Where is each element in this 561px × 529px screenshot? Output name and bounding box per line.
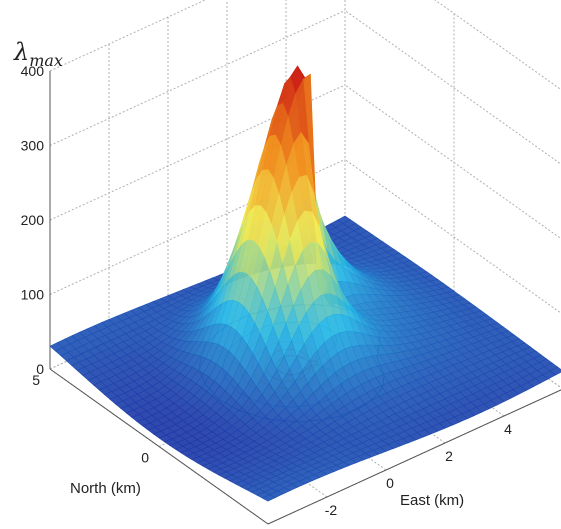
surface-mesh [49,65,561,502]
z-tick-label: 100 [21,287,45,303]
east-tick-label: 2 [445,448,453,464]
north-axis-ticks: -5 0 5 [32,372,258,529]
z-axis-label: λmax [13,38,63,70]
z-tick-label: 400 [21,63,45,79]
surface-patch [261,494,277,502]
z-tick-label: 0 [36,361,44,377]
north-tick-label: 0 [141,450,149,466]
north-axis-label: North (km) [70,480,141,497]
east-axis-ticks: -4-20246 [325,421,512,518]
z-tick-label: 200 [21,212,45,228]
north-tick-label: -5 [246,527,259,529]
east-tick-label: -2 [325,502,338,518]
east-axis-label: East (km) [400,492,464,509]
east-tick-label: 0 [386,475,394,491]
z-axis-ticks: 0 100 200 300 400 [21,63,45,377]
east-tick-label: 4 [504,421,512,437]
z-tick-label: 300 [21,138,45,154]
north-tick-label: 5 [32,372,40,388]
